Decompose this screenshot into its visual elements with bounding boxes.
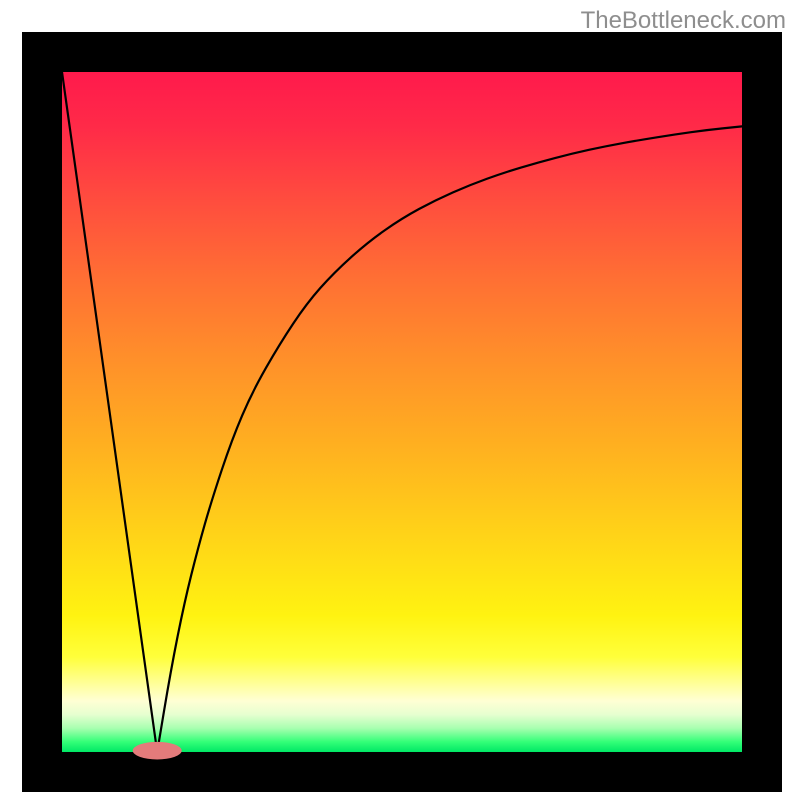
chart-background-gradient [62, 72, 742, 752]
optimal-point-marker [133, 742, 182, 760]
chart-svg [22, 32, 782, 792]
watermark-label: TheBottleneck.com [581, 7, 786, 35]
bottleneck-chart [22, 32, 782, 792]
figure-root: TheBottleneck.com [0, 0, 800, 800]
